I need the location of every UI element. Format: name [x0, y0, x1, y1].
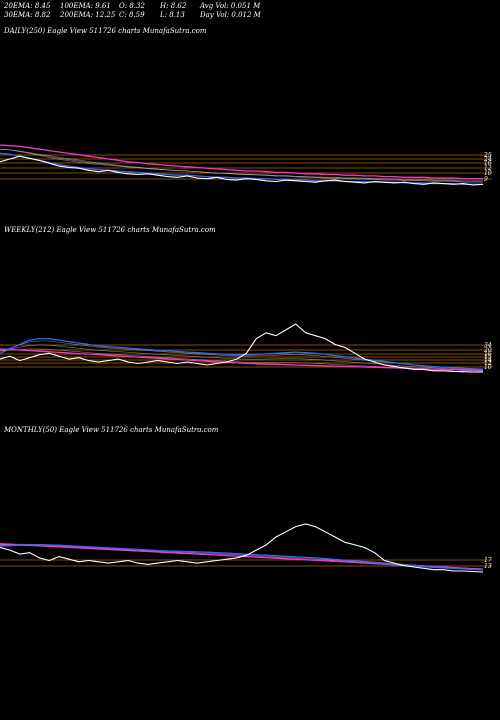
price-line	[0, 323, 483, 373]
level-label: 25	[483, 152, 492, 159]
price-line	[0, 155, 484, 186]
level-label: 13	[484, 563, 492, 570]
header-avg-vol: Avg Vol: 0.051 M	[200, 2, 261, 10]
level-label: 20	[483, 347, 492, 354]
monthly-panel-title: MONTHLY(50) Eagle View 511726 charts Mun…	[4, 426, 219, 434]
level-label: 34	[484, 342, 492, 349]
header-ema20: 20EMA: 8.45	[4, 2, 51, 10]
header-day-vol: Day Vol: 0.012 M	[200, 11, 261, 19]
header-ema200: 200EMA: 12.25	[60, 11, 116, 19]
header-close: C: 8.59	[119, 11, 145, 19]
level-label: 16	[484, 160, 492, 167]
header-open: O: 8.32	[119, 2, 145, 10]
level-label: 24	[483, 156, 492, 163]
level-label: 16	[484, 351, 492, 358]
level-label: 12	[484, 360, 492, 367]
header-high: H: 8.62	[160, 2, 187, 10]
header-ema30: 30EMA: 8.82	[4, 11, 51, 19]
level-label: 12	[484, 165, 492, 172]
price-line	[0, 523, 484, 573]
ema-pink-line	[0, 144, 483, 180]
level-label: 17	[484, 557, 492, 564]
daily-panel-title: DAILY(250) Eagle View 511726 charts Muna…	[4, 27, 207, 35]
level-label: 14	[484, 357, 492, 364]
level-label: 15	[484, 354, 492, 361]
ema-ribbon-line	[0, 148, 483, 182]
level-label: 9	[484, 176, 488, 183]
level-label: 10	[484, 364, 492, 371]
ema-ribbon-line	[0, 344, 484, 371]
weekly-panel-title: WEEKLY(212) Eagle View 511726 charts Mun…	[4, 226, 216, 234]
ema-ribbon-line	[0, 148, 483, 182]
header-low: L: 8.13	[160, 11, 185, 19]
header-ema100: 100EMA: 9.61	[60, 2, 111, 10]
ema-blue-line	[0, 337, 484, 371]
level-label: 10	[484, 170, 492, 177]
